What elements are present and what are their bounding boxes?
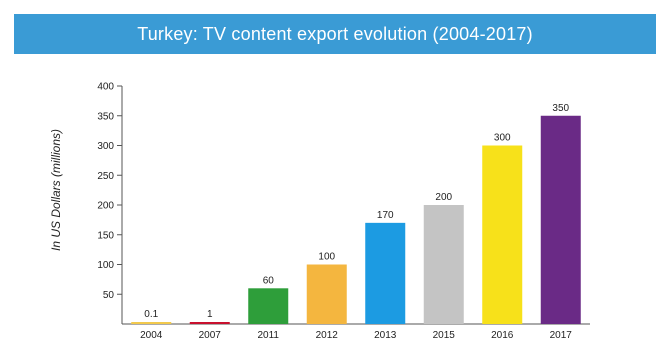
x-tick-label-2016: 2016 (491, 330, 514, 340)
x-tick-label-2004: 2004 (140, 330, 163, 340)
y-tick-label: 400 (97, 82, 114, 93)
x-tick-label-2012: 2012 (316, 330, 339, 340)
y-tick-label: 100 (97, 260, 114, 271)
bar-2004 (131, 322, 172, 324)
x-tick-label-2015: 2015 (433, 330, 456, 340)
x-tick-label-2017: 2017 (550, 330, 573, 340)
data-label-2011: 60 (263, 275, 275, 286)
y-tick-label: 150 (97, 230, 114, 241)
bar-2015 (423, 205, 464, 324)
bar-2013 (365, 222, 406, 324)
x-tick-label-2007: 2007 (199, 330, 222, 340)
bar-2016 (482, 145, 523, 324)
data-label-2013: 170 (377, 210, 394, 221)
bar-2007 (189, 322, 230, 324)
y-axis-label: In US Dollars (millions) (49, 129, 63, 251)
data-label-2017: 350 (552, 103, 569, 114)
y-tick-label: 200 (97, 201, 114, 212)
bar-2017 (540, 115, 581, 324)
data-label-2004: 0.1 (144, 309, 158, 320)
chart-title: Turkey: TV content export evolution (200… (137, 23, 533, 44)
y-tick-label: 250 (97, 171, 114, 182)
x-tick-label-2011: 2011 (257, 330, 279, 340)
y-tick-label: 350 (97, 111, 114, 122)
data-label-2012: 100 (318, 252, 335, 263)
data-label-2016: 300 (494, 133, 511, 144)
chart-title-banner: Turkey: TV content export evolution (200… (14, 14, 656, 54)
y-tick-label: 300 (97, 141, 114, 152)
data-label-2007: 1 (207, 309, 213, 320)
bar-2012 (306, 264, 347, 324)
data-label-2015: 200 (435, 192, 452, 203)
y-tick-label: 50 (103, 290, 115, 301)
bar-2011 (248, 288, 289, 324)
x-tick-label-2013: 2013 (374, 330, 397, 340)
